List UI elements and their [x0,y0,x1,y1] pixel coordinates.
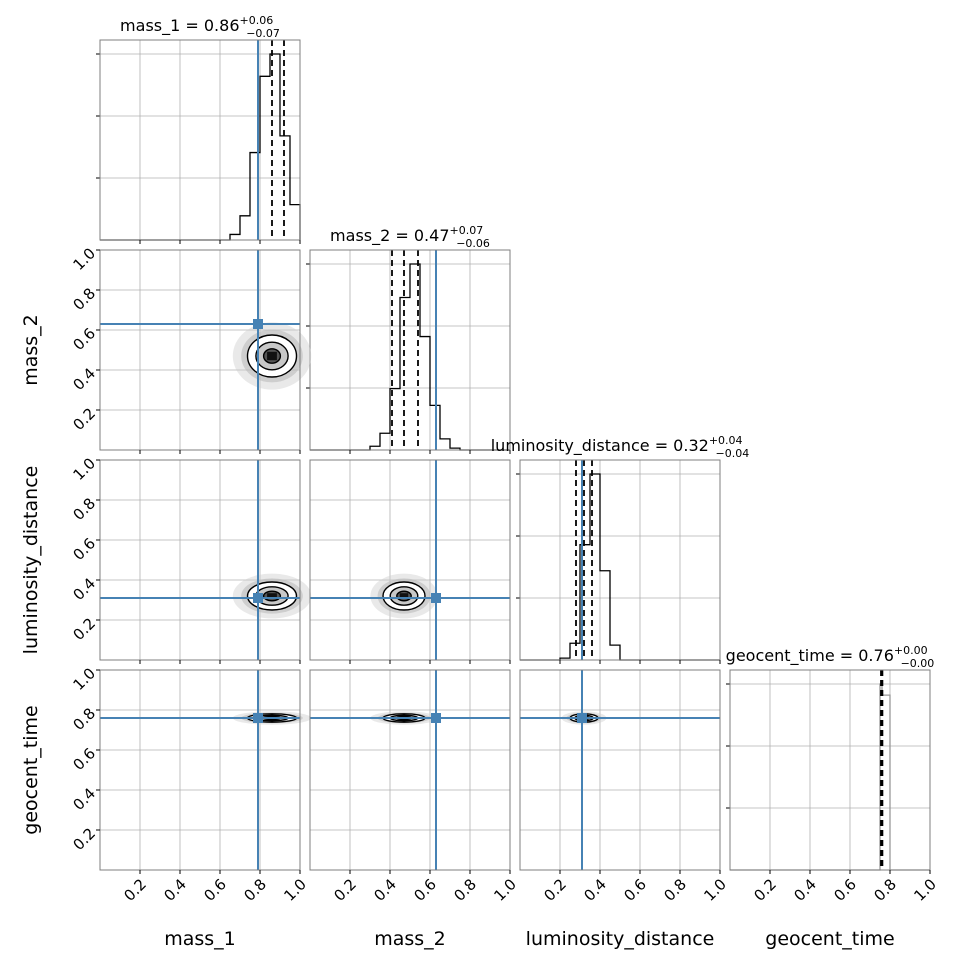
density-contour-0 [382,581,426,611]
hist-panel-mass_2: mass_2 = 0.47+0.07 −0.06 [306,224,511,451]
ytick-label-luminosity_distance: 0.8 [69,494,99,524]
density-contour-2 [262,590,282,602]
hist-step-luminosity_distance [520,473,720,661]
xtick-label-geocent_time: 0.8 [870,875,900,905]
density-contour-1 [389,586,419,606]
xtick-label-geocent_time: 0.4 [790,875,820,905]
xtick-label-mass_1: 0.6 [200,875,230,905]
injection-marker [253,319,263,329]
hist-step-mass_2 [310,263,510,451]
ytick-label-mass_2: 1.0 [69,244,99,274]
panel-frame [309,669,511,871]
xtick-label-geocent_time: 0.6 [830,875,860,905]
panel-title-geocent_time: geocent_time = 0.76+0.00 −0.00 [726,644,935,670]
xtick-label-luminosity_distance: 0.2 [540,875,570,905]
xtick-label-luminosity_distance: 0.8 [660,875,690,905]
xtick-label-mass_2: 0.8 [450,875,480,905]
xtick-label-geocent_time: 0.2 [750,875,780,905]
yaxis-label-luminosity_distance: luminosity_distance [20,466,42,655]
yaxis-label-mass_2: mass_2 [20,314,42,386]
density-contour-2 [262,348,282,364]
pair-panel-mass_1-mass_2 [99,249,312,451]
injection-marker [431,713,441,723]
xtick-label-mass_2: 0.2 [330,875,360,905]
ytick-label-luminosity_distance: 1.0 [69,454,99,484]
ytick-label-mass_2: 0.6 [69,324,99,354]
pair-panel-mass_1-geocent_time [99,669,312,871]
ytick-label-luminosity_distance: 0.2 [69,614,99,644]
panel-frame [309,249,511,451]
xtick-label-mass_1: 0.8 [240,875,270,905]
pair-panel-mass_1-luminosity_distance [99,459,312,661]
panel-title-mass_1: mass_1 = 0.86+0.06 −0.07 [120,14,280,40]
hist-panel-mass_1: mass_1 = 0.86+0.06 −0.07 [96,14,301,241]
density-peak [399,593,409,599]
panel-frame [99,459,301,661]
panel-title-luminosity_distance: luminosity_distance = 0.32+0.04 −0.04 [491,434,750,460]
ytick-label-geocent_time: 1.0 [69,664,99,694]
hist-panel-geocent_time: geocent_time = 0.76+0.00 −0.00 [726,644,935,871]
panel-frame [519,459,721,661]
ytick-label-mass_2: 0.2 [69,404,99,434]
panel-frame [729,669,931,871]
xtick-label-mass_1: 0.4 [160,875,190,905]
xtick-label-mass_1: 1.0 [280,875,310,905]
ytick-label-geocent_time: 0.6 [69,744,99,774]
injection-marker [577,713,587,723]
ytick-label-mass_2: 0.8 [69,284,99,314]
pair-panel-mass_2-luminosity_distance [309,459,511,661]
density-peak [267,351,277,361]
density-contour-0 [246,581,298,611]
density-contour-0 [246,334,298,378]
pair-panel-luminosity_distance-geocent_time [519,669,721,871]
xaxis-label-luminosity_distance: luminosity_distance [526,928,715,950]
panel-frame [309,459,511,661]
hist-step-mass_1 [100,53,301,241]
ytick-label-mass_2: 0.4 [69,364,99,394]
injection-marker [253,713,263,723]
yaxis-label-geocent_time: geocent_time [20,705,42,834]
panel-title-mass_2: mass_2 = 0.47+0.07 −0.06 [330,224,490,250]
pair-panel-mass_2-geocent_time [309,669,511,871]
density-contour-1 [255,341,289,371]
panel-frame [99,249,301,451]
xaxis-label-mass_2: mass_2 [374,928,446,950]
panel-frame [519,669,721,871]
xtick-label-mass_2: 1.0 [490,875,520,905]
xaxis-label-geocent_time: geocent_time [765,928,894,950]
injection-marker [253,593,263,603]
panel-frame [99,669,301,871]
hist-step-geocent_time [730,683,930,871]
xtick-label-geocent_time: 1.0 [910,875,940,905]
ytick-label-luminosity_distance: 0.6 [69,534,99,564]
ytick-label-geocent_time: 0.2 [69,824,99,854]
injection-marker [431,593,441,603]
ytick-label-geocent_time: 0.4 [69,784,99,814]
xtick-label-luminosity_distance: 0.4 [580,875,610,905]
xtick-label-mass_2: 0.4 [370,875,400,905]
xtick-label-luminosity_distance: 1.0 [700,875,730,905]
hist-panel-luminosity_distance: luminosity_distance = 0.32+0.04 −0.04 [491,434,750,661]
xaxis-label-mass_1: mass_1 [164,928,236,950]
xtick-label-mass_2: 0.6 [410,875,440,905]
xtick-label-luminosity_distance: 0.6 [620,875,650,905]
ytick-label-luminosity_distance: 0.4 [69,574,99,604]
density-peak [267,593,277,599]
panel-frame [99,39,301,241]
ytick-label-geocent_time: 0.8 [69,704,99,734]
density-contour-2 [396,590,412,602]
xtick-label-mass_1: 0.2 [120,875,150,905]
